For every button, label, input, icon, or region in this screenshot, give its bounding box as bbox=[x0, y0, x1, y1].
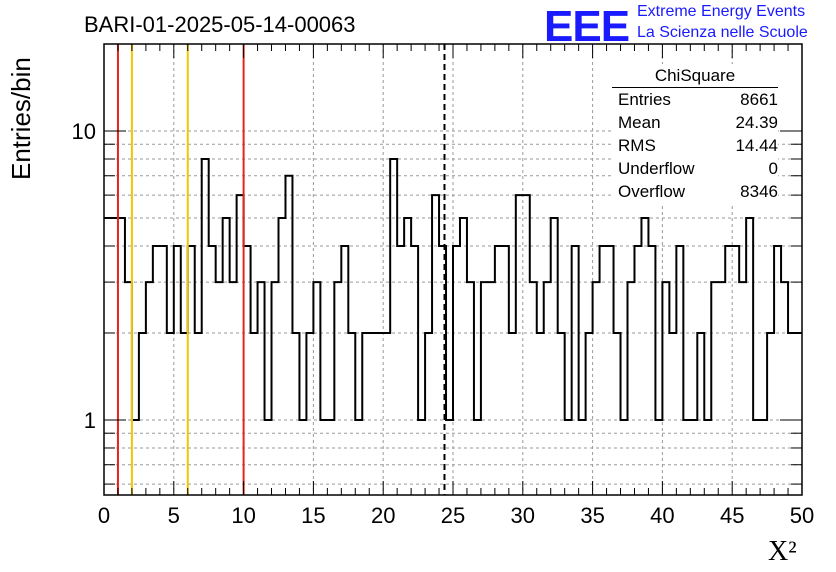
stats-row-entries: Entries 8661 bbox=[612, 88, 778, 111]
logo-subtitle-2: La Scienza nelle Scuole bbox=[637, 24, 808, 41]
x-tick-label: 35 bbox=[580, 503, 604, 528]
plot-title: BARI-01-2025-05-14-00063 bbox=[84, 12, 356, 37]
x-tick-label: 20 bbox=[371, 503, 395, 528]
y-tick-label: 1 bbox=[84, 408, 96, 433]
stats-label: RMS bbox=[618, 136, 656, 155]
stats-row-mean: Mean 24.39 bbox=[612, 111, 778, 134]
stats-label: Overflow bbox=[618, 182, 686, 201]
stats-value: 8346 bbox=[740, 182, 778, 201]
stats-value: 14.44 bbox=[735, 136, 778, 155]
stats-value: 8661 bbox=[740, 90, 778, 109]
x-tick-label: 5 bbox=[168, 503, 180, 528]
x-axis-label: X² bbox=[768, 536, 797, 567]
logo-subtitle-1: Extreme Energy Events bbox=[637, 3, 806, 20]
stats-label: Mean bbox=[618, 113, 661, 132]
stats-label: Entries bbox=[618, 90, 671, 109]
x-tick-label: 15 bbox=[301, 503, 325, 528]
y-axis-label: Entries/bin bbox=[6, 57, 36, 180]
stats-row-underflow: Underflow 0 bbox=[612, 157, 778, 180]
x-tick-label: 50 bbox=[790, 503, 814, 528]
x-tick-label: 45 bbox=[720, 503, 744, 528]
stats-title: ChiSquare bbox=[612, 64, 778, 88]
stats-value: 24.39 bbox=[735, 113, 778, 132]
stats-value: 0 bbox=[768, 159, 778, 178]
stats-row-rms: RMS 14.44 bbox=[612, 134, 778, 157]
x-tick-label: 10 bbox=[231, 503, 255, 528]
stats-label: Underflow bbox=[618, 159, 695, 178]
x-tick-label: 30 bbox=[511, 503, 535, 528]
stats-row-overflow: Overflow 8346 bbox=[612, 180, 778, 203]
y-tick-label: 10 bbox=[72, 119, 96, 144]
eee-logo: EEE bbox=[544, 2, 630, 51]
x-tick-label: 0 bbox=[98, 503, 110, 528]
stats-box: ChiSquare Entries 8661 Mean 24.39 RMS 14… bbox=[612, 64, 778, 203]
histogram-series bbox=[104, 157, 802, 421]
x-tick-label: 25 bbox=[441, 503, 465, 528]
x-tick-label: 40 bbox=[650, 503, 674, 528]
